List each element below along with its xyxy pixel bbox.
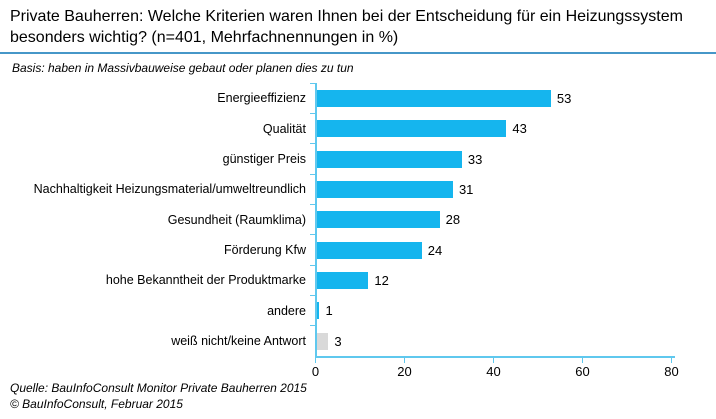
value-label: 12: [374, 272, 389, 288]
category-label: Gesundheit (Raumklima): [167, 212, 306, 227]
basis-note: Basis: haben in Massivbauweise gebaut od…: [12, 61, 354, 76]
bar: [315, 271, 369, 289]
value-axis-tick-label: 60: [575, 364, 590, 380]
value-label: 28: [445, 212, 461, 228]
chart-row: Gesundheit (Raumklima) 28: [0, 204, 716, 235]
source-line-1: Quelle: BauInfoConsult Monitor Private B…: [10, 381, 307, 396]
chart-row: günstiger Preis 33: [0, 143, 716, 174]
bar: [315, 211, 440, 229]
value-axis-tick-label: 0: [311, 364, 320, 380]
value-axis-tick: [671, 358, 672, 364]
value-axis-tick-label: 40: [486, 364, 501, 380]
bar: [315, 120, 507, 138]
category-label: Förderung Kfw: [224, 243, 306, 258]
bar-track: 28: [315, 205, 716, 235]
category-label: Nachhaltigkeit Heizungsmaterial/umweltre…: [33, 182, 306, 197]
bar-chart: Energieeffizienz 53 Qualität 43 günstige…: [0, 82, 716, 380]
bar-track: 31: [315, 174, 716, 204]
bar-track: 3: [315, 326, 716, 356]
bar: [315, 332, 329, 350]
category-label: andere: [267, 303, 306, 318]
chart-row: Energieeffizienz 53: [0, 82, 716, 113]
value-label: 53: [556, 90, 572, 106]
category-label: hohe Bekanntheit der Produktmarke: [105, 273, 306, 288]
value-label: 24: [427, 242, 443, 258]
bar-track: 1: [315, 296, 716, 326]
category-label: günstiger Preis: [222, 152, 306, 167]
category-axis-line: [315, 83, 317, 357]
bar-track: 43: [315, 114, 716, 144]
chart-row: Förderung Kfw 24: [0, 234, 716, 265]
value-axis-tick: [493, 358, 494, 364]
value-axis-tick-label: 20: [397, 364, 412, 380]
bar: [315, 150, 462, 168]
bar-track: 24: [315, 235, 716, 265]
value-axis-tick: [582, 358, 583, 364]
chart-row: Nachhaltigkeit Heizungsmaterial/umweltre…: [0, 173, 716, 204]
value-label: 33: [467, 151, 483, 167]
bar-track: 12: [315, 265, 716, 295]
title-divider: [0, 52, 716, 55]
source-line-2: © BauInfoConsult, Februar 2015: [10, 396, 183, 411]
value-label: 3: [334, 333, 342, 349]
category-label: weiß nicht/keine Antwort: [171, 334, 306, 348]
bar: [315, 89, 551, 107]
category-label: Qualität: [262, 121, 306, 136]
bar: [315, 180, 453, 198]
value-axis-tick: [315, 358, 316, 364]
chart-row: andere 1: [0, 295, 716, 326]
value-label: 31: [458, 181, 474, 197]
bar: [315, 241, 422, 259]
bar-rows: Energieeffizienz 53 Qualität 43 günstige…: [0, 82, 716, 356]
chart-row: weiß nicht/keine Antwort 3: [0, 325, 716, 356]
chart-row: Qualität 43: [0, 113, 716, 144]
value-label: 1: [325, 303, 333, 319]
source-footer: Quelle: BauInfoConsult Monitor Private B…: [0, 379, 716, 412]
bar: [315, 302, 320, 320]
chart-title: Private Bauherren: Welche Kriterien ware…: [10, 8, 683, 47]
value-axis-tick-label: 80: [664, 364, 679, 380]
chart-row: hohe Bekanntheit der Produktmarke 12: [0, 264, 716, 295]
value-axis-line: [315, 356, 675, 359]
category-label: Energieeffizienz: [217, 91, 306, 106]
bar-track: 53: [315, 83, 716, 113]
value-axis-tick: [404, 358, 405, 364]
bar-track: 33: [315, 144, 716, 174]
value-label: 43: [512, 121, 527, 137]
